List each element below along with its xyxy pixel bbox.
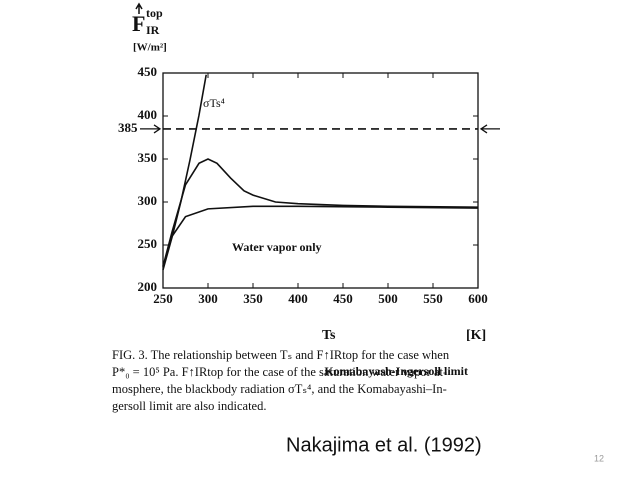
y-tick-label: 400 [138,107,158,122]
x-tick-label: 300 [198,291,218,306]
citation: Nakajima et al. (1992) [286,434,482,456]
series-line [162,205,479,267]
y-label-sub: IR [146,23,160,37]
series-label: Water vapor only [232,240,322,254]
x-tick-label: 550 [423,291,443,306]
x-tick-label: 350 [243,291,263,306]
x-tick-label: 600 [468,291,488,306]
y-tick-label: 250 [138,236,158,251]
x-tick-label: 500 [378,291,398,306]
x-tick-label: 400 [288,291,308,306]
x-unit: [K] [466,328,486,343]
x-label: Ts [322,328,336,343]
y-tick-label: 350 [138,150,158,165]
y-unit: [W/m²] [133,42,167,54]
limit-arrow-left [140,124,162,134]
series-line [162,158,479,267]
caption: FIG. 3. The relationship between Tₛ and … [112,348,450,413]
y-tick-label: 300 [138,193,158,208]
caption-line: P*₀ = 10⁵ Pa. F↑IRtop for the case of th… [112,365,447,379]
x-tick-label: 450 [333,291,353,306]
caption-line: FIG. 3. The relationship between Tₛ and … [112,348,450,362]
y-label-sup: top [146,6,163,20]
limit-value-label: 385 [118,120,138,135]
x-tick-label: 250 [153,291,173,306]
page-number: 12 [594,453,604,463]
y-tick-label: 450 [138,64,158,79]
plot-frame [162,72,479,289]
limit-arrow-right [479,124,500,134]
y-label: F [132,11,145,36]
series-label: σTs⁴ [203,96,225,110]
flux-arrow [135,2,143,14]
caption-line: mosphere, the blackbody radiation σTₛ⁴, … [112,382,447,396]
caption-line: gersoll limit are also indicated. [112,399,266,413]
y-tick-label: 200 [138,279,158,294]
series-label: Komabayash-Ingersoll limit [324,364,468,378]
